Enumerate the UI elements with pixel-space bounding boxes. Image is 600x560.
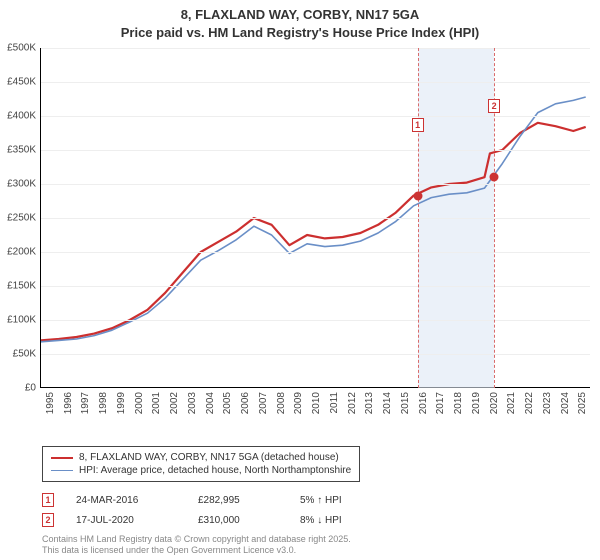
x-axis-label: 2002 — [169, 392, 180, 414]
x-axis-label: 2006 — [240, 392, 251, 414]
event-date: 24-MAR-2016 — [76, 495, 176, 506]
x-axis-label: 2008 — [276, 392, 287, 414]
y-axis-label: £250K — [7, 213, 36, 224]
y-axis-label: £0 — [25, 383, 36, 394]
x-axis-label: 2001 — [151, 392, 162, 414]
x-axis-label: 2016 — [418, 392, 429, 414]
chart-title: 8, FLAXLAND WAY, CORBY, NN17 5GA Price p… — [0, 0, 600, 41]
title-line-1: 8, FLAXLAND WAY, CORBY, NN17 5GA — [0, 6, 600, 24]
y-gridline — [41, 354, 590, 355]
x-axis-label: 2003 — [187, 392, 198, 414]
x-axis-label: 2013 — [364, 392, 375, 414]
chart-area: £0£50K£100K£150K£200K£250K£300K£350K£400… — [40, 48, 590, 408]
x-axis-label: 1995 — [45, 392, 56, 414]
x-axis-label: 2015 — [400, 392, 411, 414]
events-table: 1 24-MAR-2016 £282,995 5% ↑ HPI 2 17-JUL-2020… — [42, 490, 400, 530]
legend-item: HPI: Average price, detached house, Nort… — [51, 464, 351, 477]
x-axis-label: 2004 — [205, 392, 216, 414]
event-date: 17-JUL-2020 — [76, 515, 176, 526]
legend-swatch — [51, 457, 73, 459]
y-axis-label: £50K — [13, 349, 36, 360]
event-delta: 5% ↑ HPI — [300, 495, 400, 506]
series-line — [41, 123, 586, 341]
y-gridline — [41, 286, 590, 287]
x-axis-label: 2011 — [329, 392, 340, 414]
y-gridline — [41, 184, 590, 185]
event-price-dot — [413, 191, 422, 200]
footer-line-2: This data is licensed under the Open Gov… — [42, 545, 351, 556]
x-axis-label: 2012 — [347, 392, 358, 414]
event-vertical-line — [418, 48, 419, 388]
legend-label: HPI: Average price, detached house, Nort… — [79, 465, 351, 476]
y-gridline — [41, 252, 590, 253]
x-axis-label: 2025 — [577, 392, 588, 414]
event-row: 2 17-JUL-2020 £310,000 8% ↓ HPI — [42, 510, 400, 530]
event-delta: 8% ↓ HPI — [300, 515, 400, 526]
y-gridline — [41, 82, 590, 83]
x-axis-label: 2017 — [435, 392, 446, 414]
y-axis-label: £500K — [7, 43, 36, 54]
x-axis-label: 1996 — [63, 392, 74, 414]
x-axis-label: 1998 — [98, 392, 109, 414]
y-axis-label: £150K — [7, 281, 36, 292]
x-axis-label: 2007 — [258, 392, 269, 414]
event-price: £310,000 — [198, 515, 278, 526]
y-gridline — [41, 320, 590, 321]
x-axis-label: 2005 — [222, 392, 233, 414]
plot-region: £0£50K£100K£150K£200K£250K£300K£350K£400… — [40, 48, 590, 388]
y-axis-label: £400K — [7, 111, 36, 122]
x-axis-label: 1999 — [116, 392, 127, 414]
event-price: £282,995 — [198, 495, 278, 506]
legend-swatch — [51, 470, 73, 471]
x-axis-label: 2020 — [489, 392, 500, 414]
event-price-dot — [490, 173, 499, 182]
x-axis-label: 2018 — [453, 392, 464, 414]
y-gridline — [41, 116, 590, 117]
y-gridline — [41, 218, 590, 219]
x-axis-label: 2022 — [524, 392, 535, 414]
x-axis-label: 1997 — [80, 392, 91, 414]
y-axis-label: £450K — [7, 77, 36, 88]
x-axis-label: 2009 — [293, 392, 304, 414]
legend-box: 8, FLAXLAND WAY, CORBY, NN17 5GA (detach… — [42, 446, 360, 482]
event-number-box: 1 — [42, 493, 54, 507]
x-axis-label: 2000 — [134, 392, 145, 414]
y-axis-label: £200K — [7, 247, 36, 258]
event-marker-box: 1 — [412, 118, 424, 132]
legend-label: 8, FLAXLAND WAY, CORBY, NN17 5GA (detach… — [79, 452, 339, 463]
y-gridline — [41, 48, 590, 49]
x-axis-label: 2021 — [506, 392, 517, 414]
x-axis-label: 2010 — [311, 392, 322, 414]
x-axis-label: 2023 — [542, 392, 553, 414]
event-marker-box: 2 — [488, 99, 500, 113]
x-axis-label: 2019 — [471, 392, 482, 414]
title-line-2: Price paid vs. HM Land Registry's House … — [0, 24, 600, 42]
event-number-box: 2 — [42, 513, 54, 527]
y-axis-label: £100K — [7, 315, 36, 326]
event-row: 1 24-MAR-2016 £282,995 5% ↑ HPI — [42, 490, 400, 510]
series-line — [41, 97, 586, 342]
footer-attribution: Contains HM Land Registry data © Crown c… — [42, 534, 351, 556]
x-axis-label: 2024 — [560, 392, 571, 414]
y-axis-label: £350K — [7, 145, 36, 156]
footer-line-1: Contains HM Land Registry data © Crown c… — [42, 534, 351, 545]
x-axis-label: 2014 — [382, 392, 393, 414]
y-gridline — [41, 150, 590, 151]
legend-item: 8, FLAXLAND WAY, CORBY, NN17 5GA (detach… — [51, 451, 351, 464]
y-axis-label: £300K — [7, 179, 36, 190]
